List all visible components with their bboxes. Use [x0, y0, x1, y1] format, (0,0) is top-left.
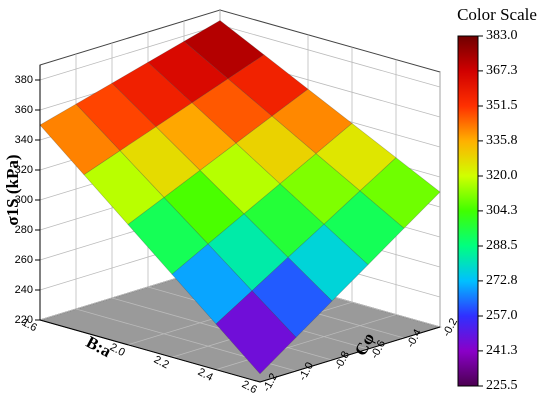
surface-cell	[359, 157, 441, 229]
y-tick-label: -0.2	[441, 316, 461, 338]
z-tick-label: 360	[15, 104, 33, 116]
axis-line	[39, 319, 441, 383]
z-tick-label: 380	[15, 74, 33, 86]
z-tick-label: 220	[15, 314, 33, 326]
surface-cell	[323, 190, 405, 266]
colorbar	[457, 35, 479, 387]
surface-cell	[215, 290, 297, 375]
colorbar-title: Color Scale	[457, 5, 537, 24]
colorbar-tick-label: 272.8	[486, 273, 518, 288]
colorbar-tick-label: 367.3	[486, 63, 518, 78]
z-tick-label: 240	[15, 284, 33, 296]
colorbar-tick-label: 351.5	[486, 98, 518, 113]
colorbar-tick-label: 225.5	[486, 378, 518, 393]
colorbar-tick-label: 383.0	[486, 28, 518, 43]
z-tick-label: 300	[15, 194, 33, 206]
colorbar-tick-label: 241.3	[486, 343, 518, 358]
colorbar-tick-label: 288.5	[486, 238, 518, 253]
z-tick-label: 260	[15, 254, 33, 266]
z-tick-label: 340	[15, 134, 33, 146]
colorbar-tick-label: 320.0	[486, 168, 518, 183]
z-tick-label: 320	[15, 164, 33, 176]
colorbar-tick-label: 335.8	[486, 133, 518, 148]
z-axis-title: σ1S (kPa)	[3, 154, 22, 225]
colorbar-tick-label: 257.0	[486, 308, 518, 323]
z-tick-label: 280	[15, 224, 33, 236]
colorbar-tick-label: 304.3	[486, 203, 518, 218]
